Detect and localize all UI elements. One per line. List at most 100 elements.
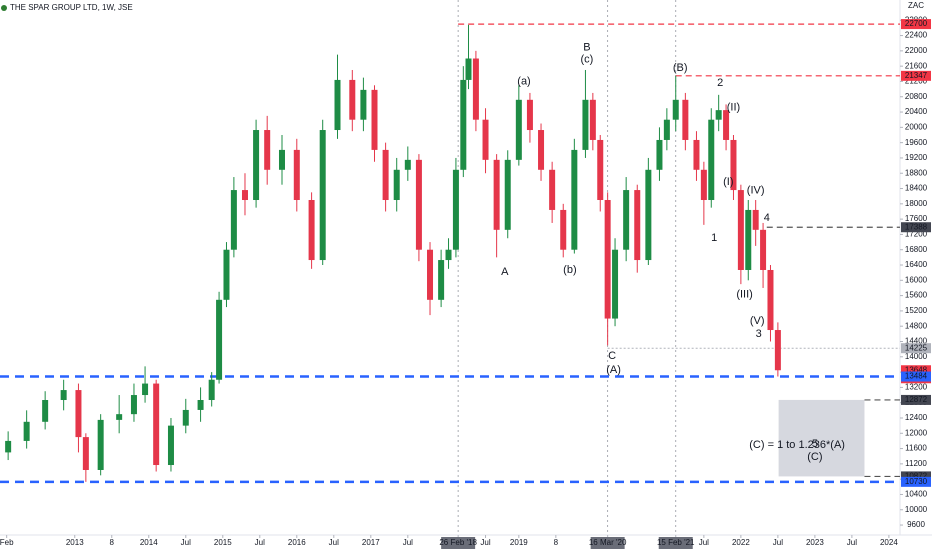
candle-body	[349, 79, 356, 120]
candle-body	[116, 414, 123, 420]
price-tag-label: 10872	[905, 472, 928, 481]
y-tick-label: 16000	[905, 275, 928, 284]
candle-body	[82, 437, 89, 470]
x-tick-label: Jul	[773, 538, 783, 547]
candle-body	[472, 58, 479, 120]
candle-body	[293, 149, 300, 201]
candle-body	[23, 421, 30, 441]
candle-body	[278, 149, 285, 170]
price-tag	[901, 19, 931, 30]
x-highlight	[441, 537, 476, 549]
y-tick-label: 14800	[905, 321, 928, 330]
y-tick-label: 20800	[905, 92, 928, 101]
wave-label: 3	[756, 328, 762, 340]
price-tag	[901, 476, 931, 487]
x-highlight	[590, 537, 625, 549]
y-tick-label: 9600	[907, 520, 925, 529]
price-tag-label: 14225	[905, 343, 928, 352]
candle-body	[752, 209, 759, 230]
candle-body	[253, 130, 260, 201]
x-tick-label: 8	[554, 538, 559, 547]
y-tick-label: 21600	[905, 61, 928, 70]
y-tick-label: 17600	[905, 214, 928, 223]
candle-body	[760, 229, 767, 270]
y-tick-label: 16800	[905, 245, 928, 254]
candle-body	[465, 58, 472, 80]
candle-body	[97, 419, 104, 470]
x-tick-label: 16 Mar '20	[589, 538, 627, 547]
wave-label: 5	[812, 438, 818, 450]
candle-body	[42, 400, 49, 422]
wave-label: B	[583, 42, 590, 54]
currency: ZAC	[908, 1, 924, 10]
wave-label: (II)	[727, 102, 740, 114]
x-tick-label: Jul	[699, 538, 709, 547]
wave-label: 2	[717, 77, 723, 89]
x-tick-label: Jul	[847, 538, 857, 547]
x-tick-label: 2017	[362, 538, 380, 547]
candle-body	[634, 190, 641, 261]
y-tick-label: 11600	[905, 444, 927, 453]
x-tick-label: 26 Feb '18	[439, 538, 477, 547]
y-tick-label: 20000	[905, 122, 928, 131]
y-tick-label: 16400	[905, 260, 928, 269]
x-tick-label: 2014	[140, 538, 158, 547]
candle-body	[515, 99, 522, 160]
candle-body	[460, 79, 467, 170]
y-tick-label: 22400	[905, 31, 928, 40]
candle-body	[672, 99, 679, 120]
y-tick-label: 13200	[905, 382, 928, 391]
x-tick-label: 2024	[880, 538, 898, 547]
candle-body	[482, 119, 489, 160]
y-tick-label: 12400	[905, 413, 928, 422]
wave-label: (IV)	[747, 185, 765, 197]
x-tick-label: Jul	[329, 538, 339, 547]
y-tick-label: 12000	[905, 428, 928, 437]
candle-body	[737, 190, 744, 270]
y-tick-label: 18400	[905, 184, 928, 193]
candle-body	[230, 190, 237, 250]
candle-body	[404, 159, 411, 170]
candle-body	[130, 395, 137, 415]
x-tick-label: 2019	[510, 538, 528, 547]
candle-body	[589, 99, 596, 140]
wave-label: (a)	[517, 76, 530, 88]
price-tag	[901, 371, 931, 382]
price-tag	[901, 365, 931, 376]
candle-body	[5, 440, 12, 453]
y-tick-label: 18800	[905, 168, 928, 177]
candle-body	[700, 169, 707, 201]
candle-body	[745, 209, 752, 270]
price-tag	[901, 222, 931, 233]
price-tag-label: 12872	[905, 395, 928, 404]
x-tick-label: 2013	[66, 538, 84, 547]
symbol-icon	[1, 5, 7, 11]
candle-body	[693, 139, 700, 170]
candle-body	[371, 89, 378, 150]
x-tick-label: 2015	[214, 538, 232, 547]
price-tag	[901, 70, 931, 81]
y-tick-label: 17200	[905, 230, 928, 239]
y-tick-label: 10400	[905, 490, 928, 499]
price-tag	[901, 471, 931, 482]
candle-body	[767, 269, 774, 331]
candle-body	[75, 390, 82, 438]
candle-body	[571, 149, 578, 250]
candle-body	[264, 130, 271, 170]
y-tick-label: 19200	[905, 153, 928, 162]
x-tick-label: 2016	[288, 538, 306, 547]
candle-body	[526, 99, 533, 131]
wave-label: (III)	[736, 289, 753, 301]
candle-body	[612, 249, 619, 319]
x-tick-label: Jul	[181, 538, 191, 547]
candle-body	[216, 299, 223, 380]
wave-label: (I)	[723, 176, 733, 188]
y-tick-label: 14000	[905, 352, 928, 361]
candle-body	[715, 110, 722, 120]
y-tick-label: 19600	[905, 138, 928, 147]
price-tag-label: 13648	[905, 365, 928, 374]
target-zone	[778, 399, 865, 477]
y-tick-label: 22000	[905, 46, 928, 55]
candle-body	[415, 159, 422, 250]
